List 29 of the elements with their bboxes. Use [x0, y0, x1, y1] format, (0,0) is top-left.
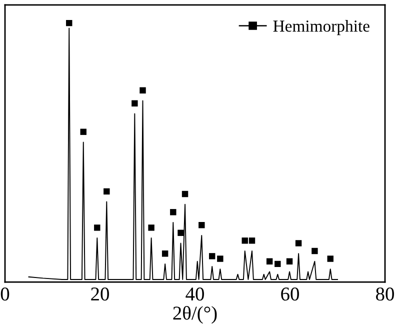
point [217, 256, 224, 262]
point [162, 250, 168, 257]
point [170, 209, 176, 216]
x-tick-label: 20 [91, 288, 109, 301]
point [266, 258, 273, 264]
point [208, 253, 216, 260]
x-tick-label: 60 [281, 288, 299, 301]
point [312, 248, 318, 254]
point [178, 230, 184, 236]
point [274, 260, 281, 268]
point [198, 222, 205, 228]
x-tick-label: 40 [186, 288, 204, 301]
legend-label: Hemimorphite [273, 20, 370, 36]
point [248, 238, 256, 244]
point [132, 100, 138, 106]
point [104, 188, 110, 195]
point [295, 240, 302, 246]
point [140, 87, 146, 94]
point [286, 258, 293, 264]
point [66, 20, 72, 26]
point [80, 128, 86, 135]
x-tick-label: 80 [376, 288, 394, 301]
point [182, 190, 188, 198]
point [242, 238, 248, 244]
point [327, 256, 334, 262]
x-axis-title: 2θ/(°) [173, 306, 217, 324]
x-tick-label: 0 [0, 288, 10, 301]
point [94, 224, 100, 231]
point [148, 224, 154, 231]
